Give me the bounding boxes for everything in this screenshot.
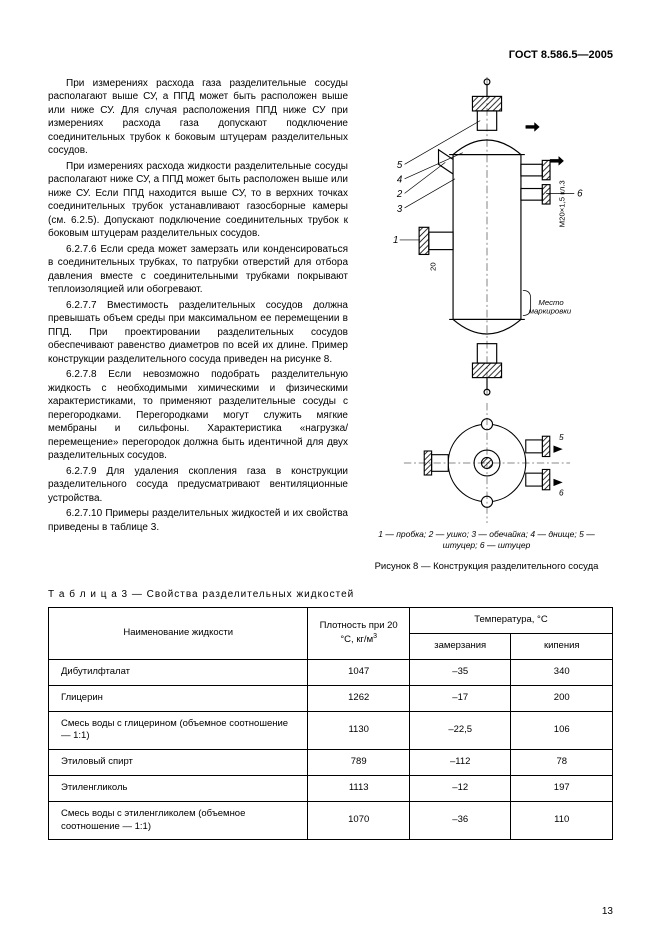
paragraph: 6.2.7.10 Примеры разделительных жидкосте…: [48, 507, 348, 534]
th-boil: кипения: [511, 634, 613, 660]
figure-legend: 1 — пробка; 2 — ушко; 3 — обечайка; 4 — …: [360, 529, 613, 551]
cell-boil: 78: [511, 750, 613, 776]
dim-20: 20: [428, 262, 437, 271]
topview-label-6: 6: [559, 487, 564, 497]
cell-name: Смесь воды с глицерином (объемное соотно…: [49, 711, 308, 750]
fig-label-3: 3: [396, 204, 402, 215]
paragraph: 6.2.7.6 Если среда может замерзать или к…: [48, 243, 348, 297]
cell-boil: 110: [511, 801, 613, 840]
document-code: ГОСТ 8.586.5—2005: [48, 48, 613, 63]
fig-label-5: 5: [396, 160, 402, 171]
fig-label-6: 6: [577, 188, 583, 199]
th-freeze: замерзания: [409, 634, 511, 660]
cell-density: 1130: [308, 711, 410, 750]
cell-density: 1262: [308, 685, 410, 711]
table-row: Смесь воды с этиленгликолем (объемное со…: [49, 801, 613, 840]
page: ГОСТ 8.586.5—2005 При измерениях расхода…: [0, 0, 661, 936]
cell-density: 789: [308, 750, 410, 776]
cell-freeze: –36: [409, 801, 511, 840]
figure-column: 1 2 3 4 5 6 M20×1,5 кл.3 20 Место маркир…: [360, 77, 613, 574]
table-caption: Т а б л и ц а 3 — Свойства разделительны…: [48, 588, 613, 602]
liquids-table: Наименование жидкости Плотность при 20 °…: [48, 607, 613, 840]
th-density-text: Плотность при 20 °C, кг/м: [320, 620, 398, 646]
cell-density: 1113: [308, 775, 410, 801]
vessel-top-view: 5 6: [402, 403, 572, 523]
th-name: Наименование жидкости: [49, 608, 308, 660]
th-density: Плотность при 20 °C, кг/м3: [308, 608, 410, 660]
fig-label-4: 4: [396, 175, 402, 186]
cell-name: Этиловый спирт: [49, 750, 308, 776]
cell-boil: 106: [511, 711, 613, 750]
cell-freeze: –22,5: [409, 711, 511, 750]
cell-name: Этиленгликоль: [49, 775, 308, 801]
table-row: Дибутилфталат 1047 –35 340: [49, 659, 613, 685]
body-text-column: При измерениях расхода газа разделительн…: [48, 77, 348, 574]
paragraph: При измерениях расхода газа разделительн…: [48, 77, 348, 158]
cell-density: 1070: [308, 801, 410, 840]
cell-boil: 197: [511, 775, 613, 801]
cell-freeze: –35: [409, 659, 511, 685]
marking-note-l1: Место: [538, 298, 564, 307]
table-row: Смесь воды с глицерином (объемное соотно…: [49, 711, 613, 750]
cell-freeze: –12: [409, 775, 511, 801]
fig-label-2: 2: [395, 189, 402, 200]
paragraph: При измерениях расхода жидкости разделит…: [48, 160, 348, 241]
dim-thread: M20×1,5 кл.3: [557, 180, 566, 227]
fig-label-1: 1: [392, 235, 397, 246]
content-area: При измерениях расхода газа разделительн…: [48, 77, 613, 574]
th-temperature: Температура, °C: [409, 608, 612, 634]
vessel-side-view: 1 2 3 4 5 6 M20×1,5 кл.3 20 Место маркир…: [372, 77, 602, 397]
cell-name: Смесь воды с этиленгликолем (объемное со…: [49, 801, 308, 840]
page-number: 13: [602, 905, 613, 919]
paragraph: 6.2.7.7 Вместимость разделительных сосуд…: [48, 299, 348, 367]
cell-boil: 200: [511, 685, 613, 711]
cell-density: 1047: [308, 659, 410, 685]
cell-freeze: –17: [409, 685, 511, 711]
cell-name: Глицерин: [49, 685, 308, 711]
paragraph: 6.2.7.9 Для удаления скопления газа в ко…: [48, 465, 348, 506]
cell-boil: 340: [511, 659, 613, 685]
table-row: Этиленгликоль 1113 –12 197: [49, 775, 613, 801]
table-body: Дибутилфталат 1047 –35 340 Глицерин 1262…: [49, 659, 613, 840]
marking-note-l2: маркировки: [528, 306, 571, 315]
topview-label-5: 5: [559, 432, 564, 442]
th-density-sup: 3: [373, 633, 377, 640]
figure-caption: Рисунок 8 — Конструкция разделительного …: [360, 561, 613, 574]
cell-name: Дибутилфталат: [49, 659, 308, 685]
paragraph: 6.2.7.8 Если невозможно подобрать раздел…: [48, 368, 348, 463]
table-row: Глицерин 1262 –17 200: [49, 685, 613, 711]
cell-freeze: –112: [409, 750, 511, 776]
table-row: Этиловый спирт 789 –112 78: [49, 750, 613, 776]
